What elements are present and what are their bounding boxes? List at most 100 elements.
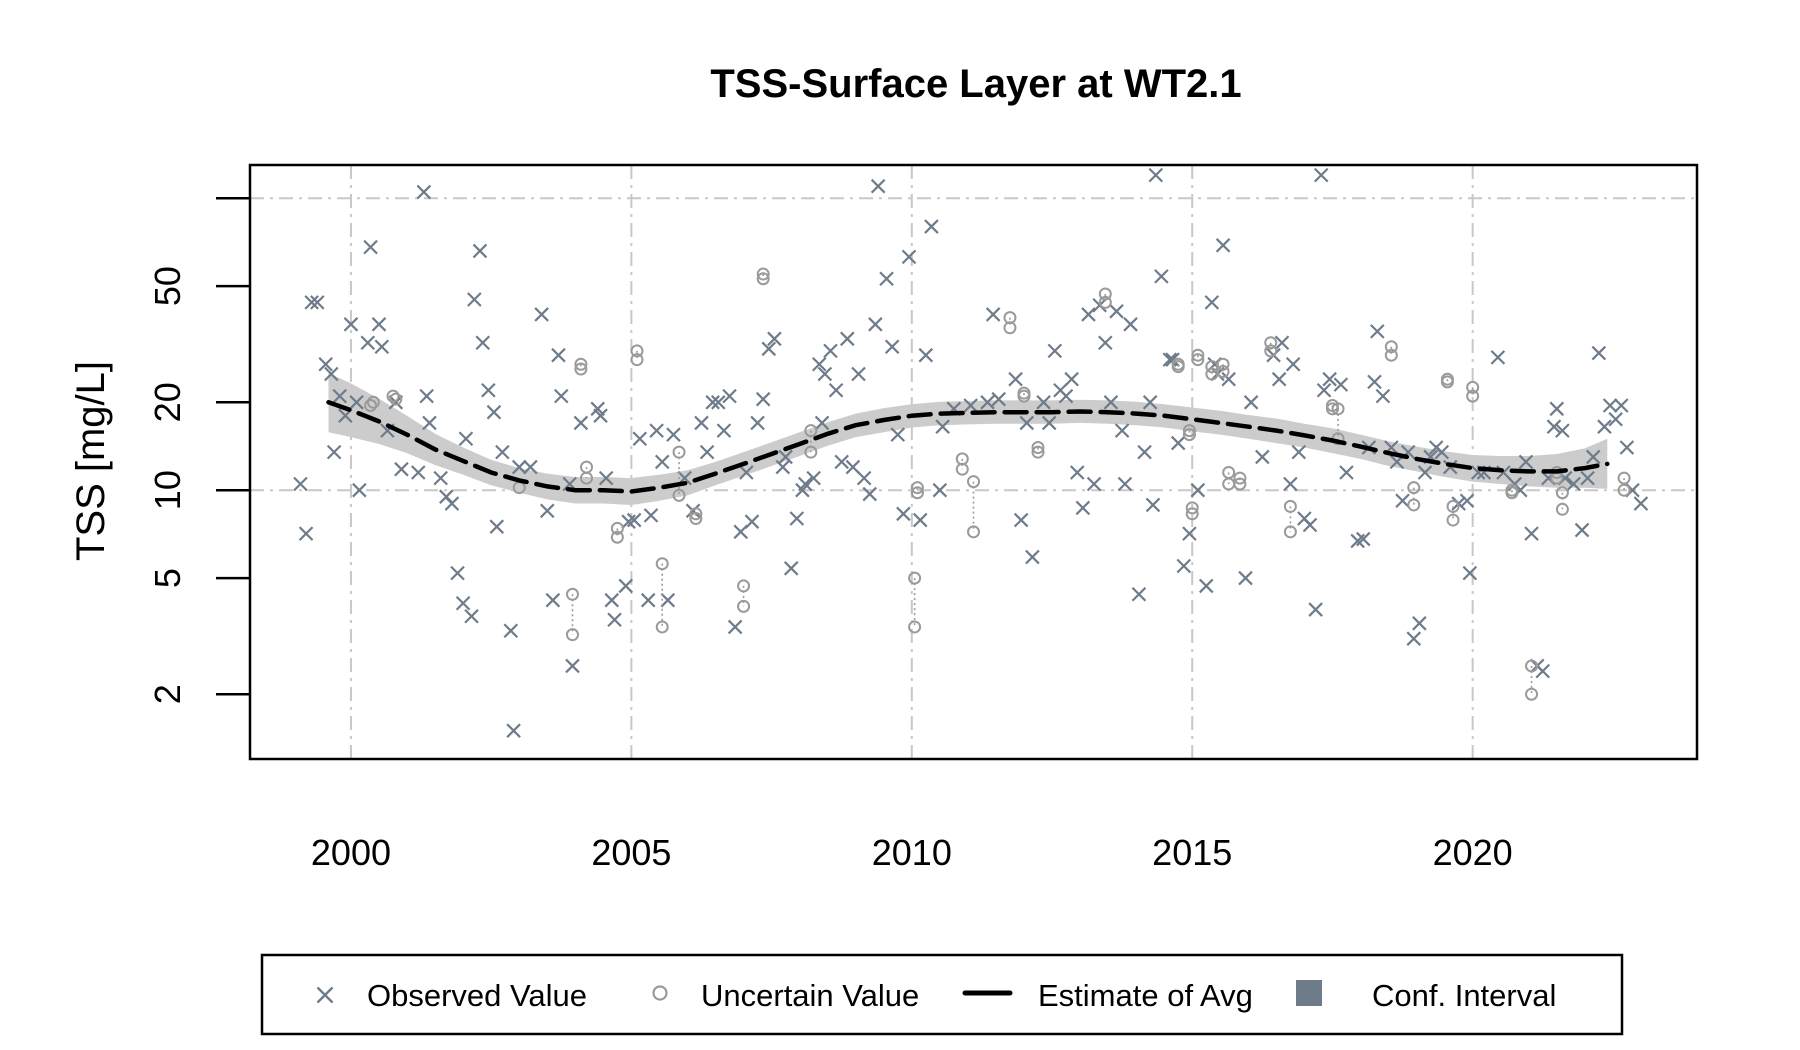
observed-point bbox=[1633, 496, 1649, 511]
observed-point bbox=[640, 592, 656, 608]
observed-point bbox=[626, 512, 642, 528]
confidence-band-area bbox=[328, 373, 1608, 505]
observed-point bbox=[444, 496, 460, 511]
observed-point bbox=[851, 366, 866, 382]
observed-point bbox=[1204, 295, 1220, 310]
observed-point bbox=[1462, 565, 1478, 581]
observed-point bbox=[551, 347, 566, 363]
y-tick-label: 10 bbox=[147, 470, 188, 510]
observed-point bbox=[918, 347, 934, 363]
y-tick-label: 5 bbox=[147, 568, 188, 588]
observed-point bbox=[523, 459, 538, 475]
observed-point bbox=[654, 454, 670, 470]
observed-point bbox=[371, 317, 387, 332]
uncertain-point bbox=[1466, 389, 1480, 403]
uncertain-point bbox=[1555, 502, 1569, 516]
observed-point bbox=[1198, 578, 1214, 594]
confidence-band bbox=[328, 373, 1608, 505]
x-tick-label: 2000 bbox=[311, 832, 391, 873]
observed-point bbox=[332, 388, 348, 404]
uncertain-point bbox=[1283, 525, 1297, 539]
observed-point bbox=[1190, 482, 1206, 498]
observed-point bbox=[1555, 423, 1570, 438]
observed-point bbox=[503, 623, 519, 639]
y-axis-label: TSS [mg/L] bbox=[69, 361, 113, 561]
observed-point bbox=[761, 341, 777, 357]
uncertain-point bbox=[1466, 380, 1480, 394]
observed-point bbox=[1086, 476, 1102, 492]
uncertain-point bbox=[1384, 340, 1398, 354]
observed-point bbox=[1546, 419, 1562, 434]
observed-point bbox=[1098, 335, 1113, 351]
legend-interval-icon bbox=[1296, 980, 1322, 1006]
observed-point bbox=[1370, 324, 1385, 339]
observed-point bbox=[884, 339, 900, 355]
observed-point bbox=[1154, 269, 1169, 284]
observed-point bbox=[840, 331, 855, 347]
uncertain-point bbox=[1440, 375, 1454, 389]
observed-point bbox=[349, 395, 364, 410]
observed-point bbox=[1434, 444, 1450, 460]
observed-point bbox=[985, 307, 1001, 322]
x-axis: 2000 2005 2010 2015 2020 bbox=[311, 832, 1513, 873]
observed-point bbox=[1591, 345, 1607, 361]
observed-point bbox=[593, 408, 608, 423]
observed-point bbox=[467, 292, 482, 307]
observed-point bbox=[598, 470, 614, 486]
observed-point bbox=[1333, 377, 1349, 392]
observed-point bbox=[1274, 335, 1290, 351]
uncertain-point bbox=[630, 344, 644, 358]
observed-point bbox=[1356, 531, 1371, 547]
x-tick-label: 2015 bbox=[1152, 832, 1232, 873]
legend-box bbox=[260, 953, 1624, 1036]
observed-point bbox=[304, 295, 319, 310]
observed-point bbox=[868, 317, 883, 332]
uncertain-point bbox=[364, 399, 378, 413]
observed-point bbox=[1103, 395, 1119, 410]
uncertain-point bbox=[1171, 360, 1185, 374]
legend-interval-label: Conf. Interval bbox=[1372, 978, 1556, 1013]
observed-point bbox=[775, 459, 791, 475]
uncertain-point bbox=[1185, 507, 1199, 521]
observed-point bbox=[318, 356, 333, 372]
uncertain-point bbox=[689, 507, 703, 521]
uncertain-point bbox=[1098, 295, 1112, 309]
observed-point bbox=[828, 382, 844, 398]
observed-point bbox=[694, 415, 709, 431]
uncertain-point bbox=[565, 587, 579, 601]
observed-point bbox=[716, 423, 732, 438]
estimate-line bbox=[326, 400, 1610, 494]
observed-point bbox=[755, 391, 771, 407]
observed-point bbox=[814, 415, 830, 431]
observed-point bbox=[666, 427, 681, 442]
uncertain-point bbox=[655, 620, 669, 634]
uncertain-point bbox=[1191, 353, 1205, 367]
observed-point bbox=[489, 519, 505, 534]
uncertain-point bbox=[1191, 348, 1205, 362]
observed-point bbox=[1535, 663, 1551, 679]
observed-point bbox=[1036, 395, 1051, 410]
observed-point bbox=[326, 444, 342, 460]
observed-point bbox=[845, 459, 861, 475]
uncertain-point bbox=[1617, 471, 1631, 485]
observed-point bbox=[1148, 167, 1164, 183]
uncertain-point bbox=[1017, 389, 1031, 403]
observed-point bbox=[750, 415, 765, 431]
legend-estimate-label: Estimate of Avg bbox=[1038, 978, 1253, 1013]
estimate-line-group bbox=[326, 400, 1610, 494]
observed-point bbox=[464, 608, 479, 624]
uncertain-point bbox=[672, 445, 686, 459]
observed-point bbox=[1131, 586, 1147, 602]
observed-point bbox=[1490, 350, 1506, 365]
observed-point bbox=[1524, 526, 1539, 541]
observed-point bbox=[711, 395, 726, 410]
observed-point bbox=[879, 271, 894, 287]
x-tick-label: 2010 bbox=[872, 832, 952, 873]
observed-point bbox=[1566, 476, 1581, 492]
observed-point bbox=[1549, 401, 1565, 417]
observed-point bbox=[388, 395, 404, 410]
x-tick-label: 2020 bbox=[1433, 832, 1513, 873]
legend-observed-label: Observed Value bbox=[367, 978, 587, 1013]
observed-point bbox=[1580, 470, 1595, 486]
